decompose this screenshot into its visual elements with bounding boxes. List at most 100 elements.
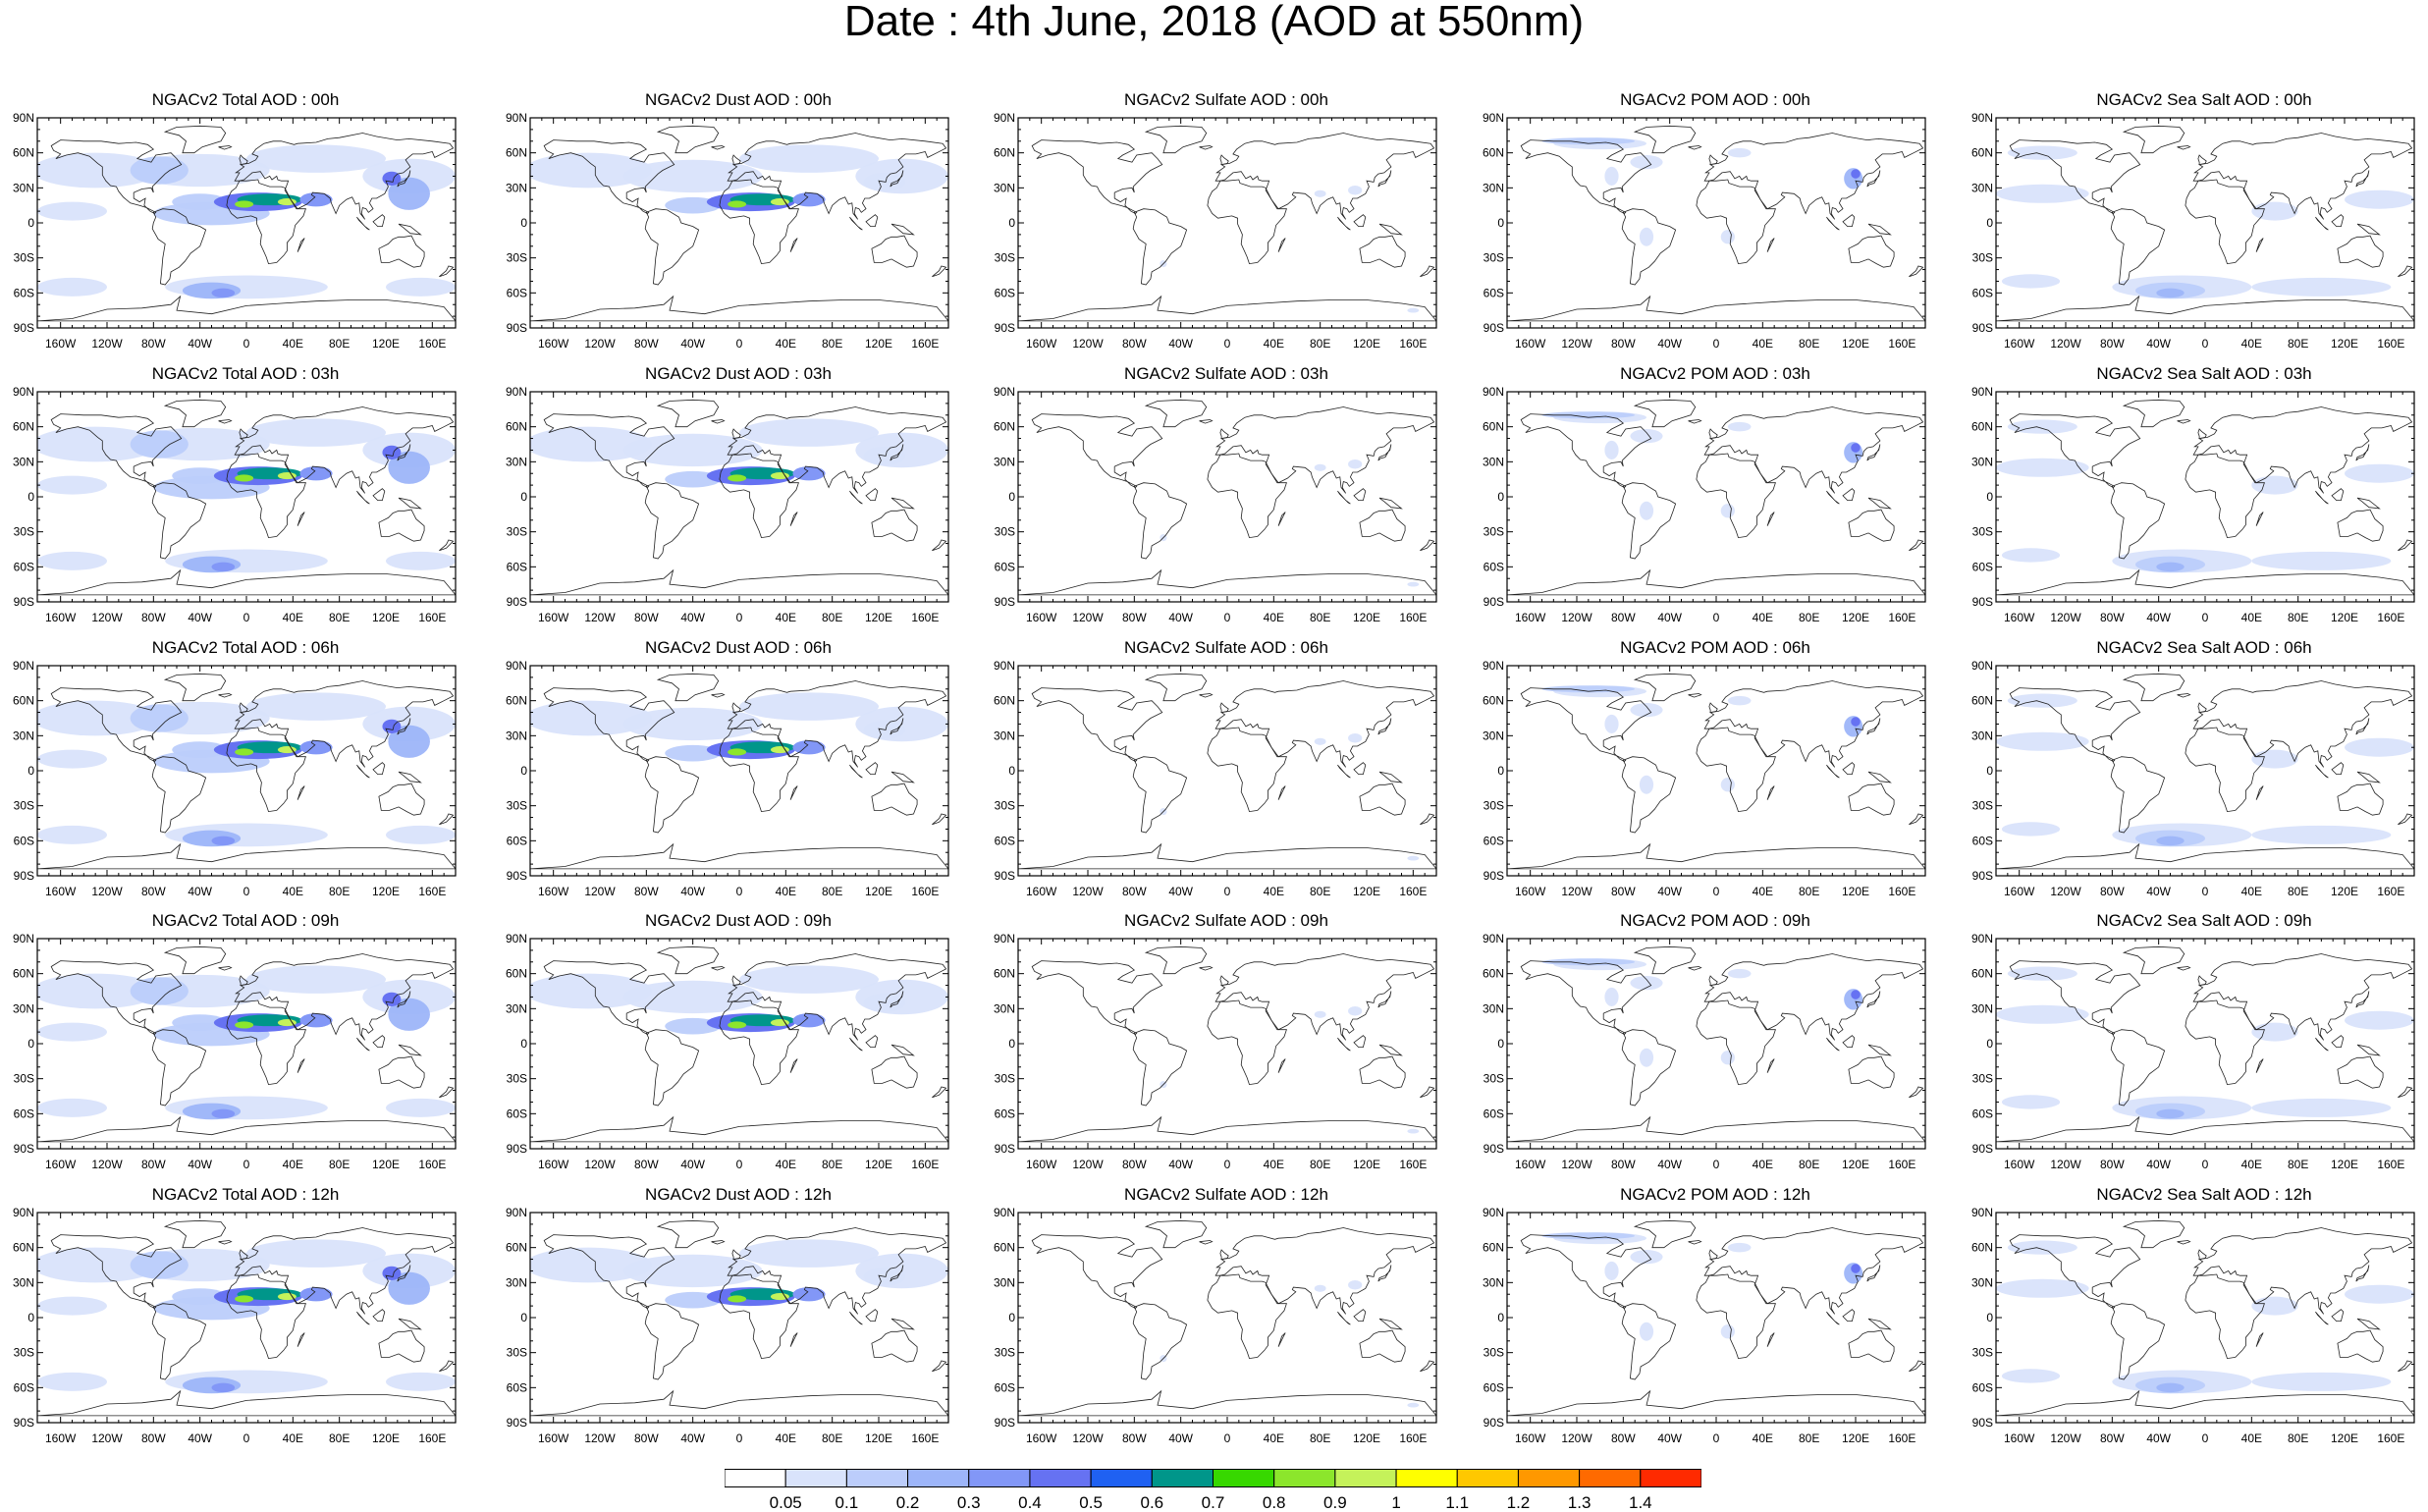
coastline [2177,966,2191,971]
lon-label: 40E [1753,1158,1773,1171]
coastline [37,1115,456,1143]
lon-label: 120E [865,1431,892,1445]
coastlines [530,399,948,596]
coastline [644,482,700,560]
map-panel-dust-03h: NGACv2 Dust AOD : 03h 90N 60N 30N 0 30S 60S 90S… [493,364,984,629]
coastline [398,1318,422,1330]
coastline [1696,453,1776,539]
lon-label: 40E [2241,1158,2262,1171]
aod-plume [299,1287,333,1302]
lon-label: 120E [1353,1431,1380,1445]
coastline [719,179,799,265]
aod-plume [1996,1278,2089,1298]
lon-label: 40E [1264,337,1284,351]
lon-label: 160W [538,611,569,624]
coastline [543,413,675,488]
coastline [1359,783,1406,816]
coastline [2398,1086,2413,1099]
panel-title: NGACv2 Sulfate AOD : 00h [1124,90,1328,109]
coastline [397,444,411,461]
lat-label: 90N [13,1207,34,1219]
map-panel-dust-09h: NGACv2 Dust AOD : 09h 90N 60N 30N 0 30S 60S 90S… [493,911,984,1176]
coastline [1277,1058,1286,1073]
coastline [218,419,233,424]
coastline [656,399,720,428]
lon-label: 160E [418,337,446,351]
coastline [2122,1219,2185,1249]
lon-label: 160E [1888,337,1915,351]
world-map: 90N 60N 30N 0 30S 60S 90S 160W 120W 80W 40W 0 40E 80E… [1483,1207,1926,1445]
coastline [2009,687,2141,762]
coastline [932,1086,947,1099]
coastline [1353,1035,1367,1048]
coastline [1866,170,1881,188]
lat-label: 60S [1484,286,1504,299]
aod-plume [211,836,236,846]
coastline [719,1273,799,1360]
coastline [865,762,879,775]
lon-label: 40E [1264,1431,1284,1445]
coastline [239,428,248,440]
coastline [218,693,233,698]
axis-ticks [1995,665,2415,877]
lon-label: 80E [1799,337,1819,351]
colorbar: 0.05 0.1 0.2 0.3 0.4 0.5 0.6 0.7 0.8 0.9 1 1.1 1.2 1.… [725,1469,1701,1512]
lat-label: 30N [13,1275,34,1289]
aod-plume [37,551,107,570]
lat-label: 60N [1971,694,1993,708]
coastline [1848,783,1895,816]
aod-plume [739,965,879,994]
lon-label: 120E [865,1158,892,1171]
lat-label: 60S [1484,834,1504,847]
panel-title: NGACv2 POM AOD : 09h [1620,911,1810,930]
lon-label: 120E [865,885,892,898]
lon-label: 160W [538,1431,569,1445]
coastline [226,453,306,539]
lat-label: 30N [1483,181,1504,194]
aod-plume [386,1098,456,1117]
lat-label: 30S [1484,251,1504,265]
aod-plume [1727,968,1752,979]
coastline [1842,1035,1856,1048]
panel-title: NGACv2 Total AOD : 03h [151,364,340,383]
lon-label: 40E [1753,885,1773,898]
colorbar-swatch [1334,1469,1397,1487]
lon-label: 160E [418,611,446,624]
lon-label: 80E [1799,1158,1819,1171]
lon-label: 120W [1072,1158,1104,1171]
panel-title: NGACv2 POM AOD : 12h [1620,1185,1810,1204]
coastline [1848,235,1895,268]
lat-label: 30N [1483,1275,1504,1289]
coastline [1996,1115,2414,1143]
aod-plume [2251,1022,2298,1042]
aod-field [530,1239,948,1309]
coastline [2356,1318,2381,1330]
coastline [1848,1055,1895,1089]
lon-label: 80W [1122,885,1147,898]
lon-label: 0 [1224,1158,1231,1171]
aod-plume [299,740,333,755]
lat-label: 60S [507,560,527,573]
lon-label: 40W [1657,337,1682,351]
coastline [226,179,306,265]
coastline [1378,223,1403,236]
lat-label: 0 [1008,764,1015,778]
coastline [2122,399,2185,428]
aod-plume [665,470,722,488]
coastline [151,756,207,834]
coastline [1132,1303,1188,1380]
lon-label: 160E [418,885,446,898]
aod-plume [665,1291,722,1309]
lon-label: 40W [1657,1431,1682,1445]
lat-label: 0 [1497,1311,1504,1324]
map-panel-sulfate-03h: NGACv2 Sulfate AOD : 03h 90N 60N 30N 0 30S 60S… [981,364,1472,629]
lon-label: 80W [1122,611,1147,624]
coastline [890,444,904,461]
aod-plume [1604,440,1619,459]
aod-plume [2345,463,2414,483]
aod-plume [1639,1322,1654,1341]
map-panel-grid: NGACv2 Total AOD : 00h 90N 60N 30N 0 30S 60S 90… [13,90,2415,1445]
coastline [849,1037,863,1052]
aod-plume [37,426,160,462]
axis-ticks [1017,938,1437,1150]
